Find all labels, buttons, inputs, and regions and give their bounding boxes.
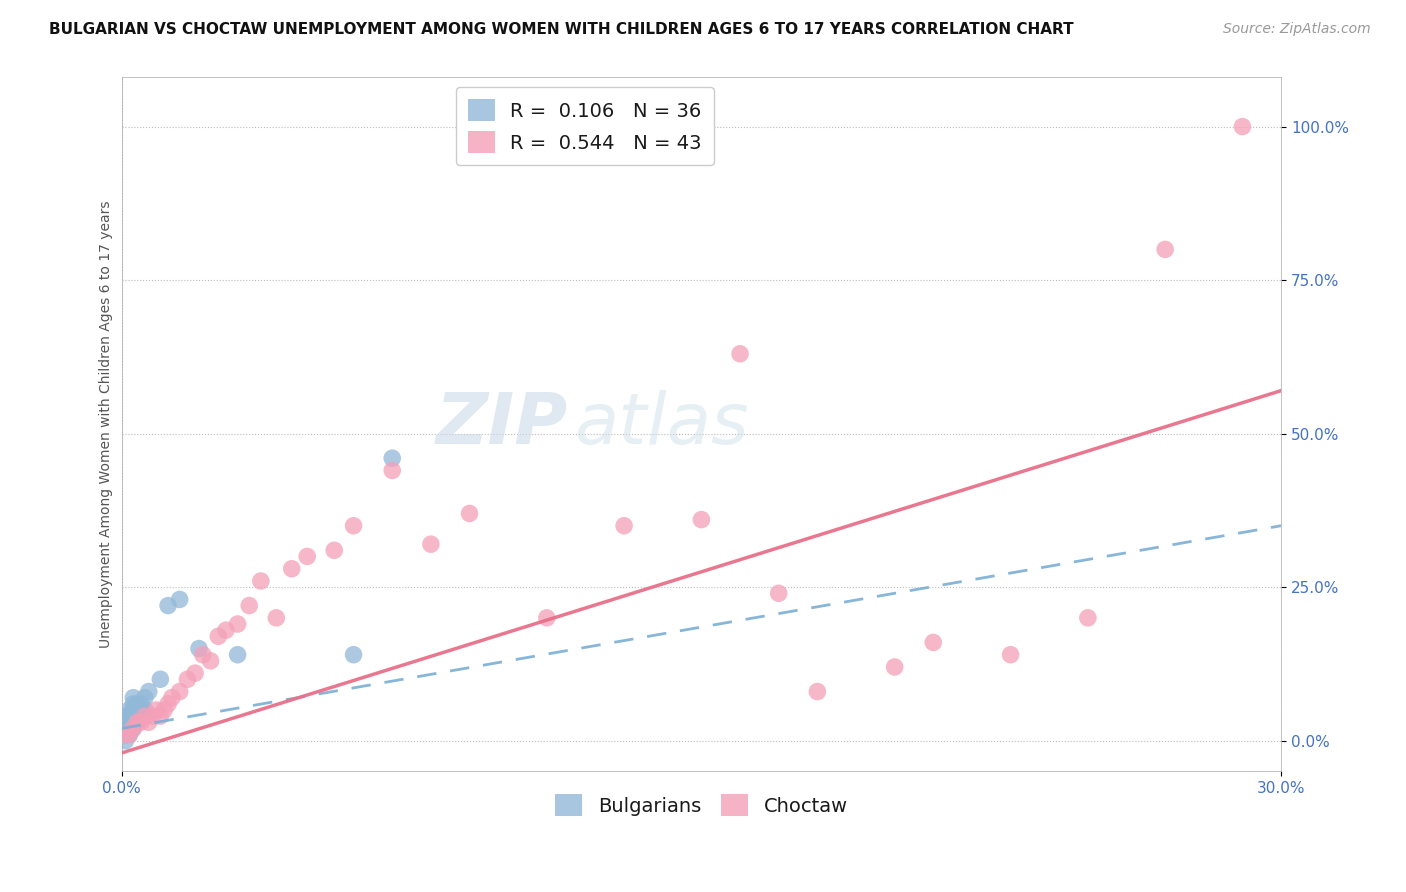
Point: [134, 703, 156, 717]
Point: [922, 635, 945, 649]
Point: [381, 451, 404, 466]
Point: [207, 629, 229, 643]
Point: [118, 727, 141, 741]
Point: [728, 347, 751, 361]
Point: [381, 463, 404, 477]
Point: [883, 660, 905, 674]
Point: [806, 684, 828, 698]
Point: [1077, 611, 1099, 625]
Point: [118, 709, 141, 723]
Point: [114, 727, 136, 741]
Point: [690, 513, 713, 527]
Point: [1232, 120, 1254, 134]
Point: [280, 562, 302, 576]
Legend: Bulgarians, Choctaw: Bulgarians, Choctaw: [547, 786, 855, 824]
Point: [129, 697, 152, 711]
Text: ZIP: ZIP: [436, 390, 568, 458]
Point: [134, 690, 156, 705]
Point: [1154, 243, 1177, 257]
Point: [250, 574, 273, 588]
Point: [129, 703, 152, 717]
Point: [122, 709, 145, 723]
Point: [149, 709, 172, 723]
Point: [215, 623, 238, 637]
Text: BULGARIAN VS CHOCTAW UNEMPLOYMENT AMONG WOMEN WITH CHILDREN AGES 6 TO 17 YEARS C: BULGARIAN VS CHOCTAW UNEMPLOYMENT AMONG …: [49, 22, 1074, 37]
Point: [118, 727, 141, 741]
Point: [226, 617, 249, 632]
Point: [323, 543, 346, 558]
Point: [122, 722, 145, 736]
Point: [142, 709, 165, 723]
Point: [114, 727, 136, 741]
Point: [226, 648, 249, 662]
Point: [114, 709, 136, 723]
Point: [191, 648, 214, 662]
Point: [129, 715, 152, 730]
Point: [122, 703, 145, 717]
Point: [118, 703, 141, 717]
Point: [127, 715, 149, 730]
Point: [176, 673, 198, 687]
Point: [768, 586, 790, 600]
Point: [122, 697, 145, 711]
Point: [536, 611, 558, 625]
Point: [160, 690, 183, 705]
Point: [238, 599, 260, 613]
Point: [114, 727, 136, 741]
Point: [153, 703, 176, 717]
Point: [118, 715, 141, 730]
Point: [419, 537, 441, 551]
Point: [127, 715, 149, 730]
Point: [188, 641, 211, 656]
Y-axis label: Unemployment Among Women with Children Ages 6 to 17 years: Unemployment Among Women with Children A…: [100, 201, 114, 648]
Point: [613, 518, 636, 533]
Point: [114, 715, 136, 730]
Point: [122, 715, 145, 730]
Point: [342, 518, 364, 533]
Point: [1000, 648, 1022, 662]
Point: [114, 715, 136, 730]
Point: [127, 709, 149, 723]
Point: [200, 654, 222, 668]
Point: [122, 722, 145, 736]
Point: [184, 666, 207, 681]
Point: [129, 709, 152, 723]
Point: [138, 684, 160, 698]
Point: [134, 709, 156, 723]
Point: [138, 715, 160, 730]
Point: [157, 599, 180, 613]
Point: [127, 703, 149, 717]
Point: [114, 722, 136, 736]
Point: [122, 690, 145, 705]
Point: [169, 684, 191, 698]
Point: [118, 722, 141, 736]
Point: [127, 697, 149, 711]
Point: [458, 507, 481, 521]
Point: [266, 611, 288, 625]
Text: atlas: atlas: [574, 390, 748, 458]
Text: Source: ZipAtlas.com: Source: ZipAtlas.com: [1223, 22, 1371, 37]
Point: [145, 703, 167, 717]
Point: [114, 733, 136, 747]
Point: [149, 673, 172, 687]
Point: [169, 592, 191, 607]
Point: [295, 549, 318, 564]
Point: [157, 697, 180, 711]
Point: [342, 648, 364, 662]
Point: [114, 722, 136, 736]
